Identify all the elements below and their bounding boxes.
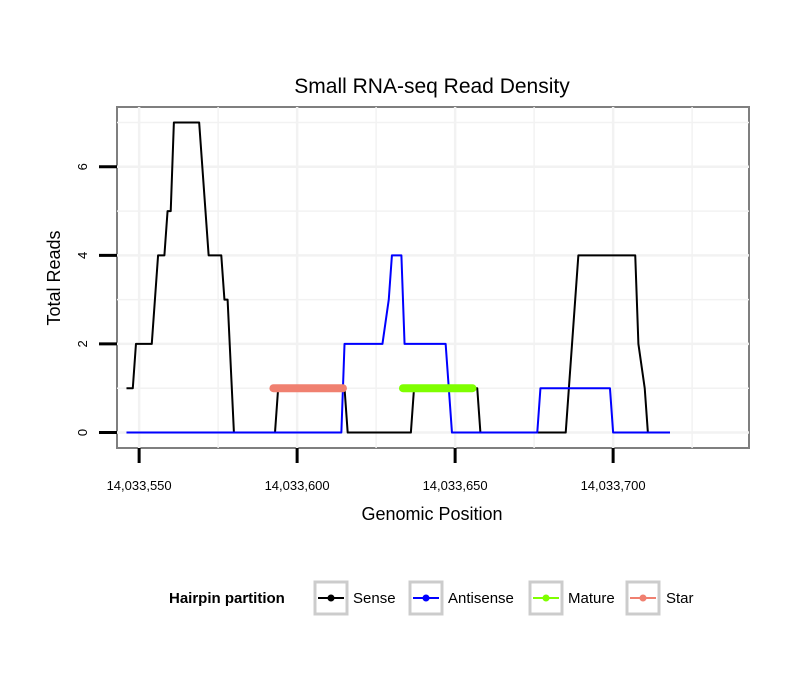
legend-key-point <box>422 594 430 602</box>
y-tick-label: 6 <box>75 163 90 170</box>
grid-lines <box>117 107 749 448</box>
x-tick-label: 14,033,700 <box>581 478 646 493</box>
legend-key-point <box>639 594 647 602</box>
legend-item-mature: Mature <box>528 580 615 616</box>
legend-item-star: Star <box>625 580 694 616</box>
axes: 14,033,550 14,033,600 14,033,650 14,033,700… <box>75 163 646 493</box>
legend-label: Sense <box>353 590 396 607</box>
plot-panel <box>116 106 750 449</box>
y-tick-label: 0 <box>75 429 90 436</box>
legend-label: Antisense <box>448 590 514 607</box>
legend-title: Hairpin partition <box>169 590 285 607</box>
legend-items: Sense Antisense Mature Star <box>313 580 694 616</box>
y-tick-label: 2 <box>75 340 90 347</box>
y-axis-label: Total Reads <box>44 230 64 325</box>
legend-item-antisense: Antisense <box>408 580 514 616</box>
x-axis-label: Genomic Position <box>361 504 502 524</box>
legend: Hairpin partition Sense Antisense Mature St… <box>169 580 694 616</box>
x-tick-label: 14,033,600 <box>265 478 330 493</box>
y-tick-label: 4 <box>75 252 90 259</box>
legend-label: Mature <box>568 590 615 607</box>
x-tick-label: 14,033,650 <box>423 478 488 493</box>
legend-item-sense: Sense <box>313 580 396 616</box>
series-line-antisense <box>126 254 670 434</box>
chart-title: Small RNA-seq Read Density <box>294 75 570 98</box>
series-lines <box>126 121 670 434</box>
x-tick-label: 14,033,550 <box>107 478 172 493</box>
legend-key-point <box>327 594 335 602</box>
legend-key-point <box>542 594 550 602</box>
legend-label: Star <box>666 590 694 607</box>
